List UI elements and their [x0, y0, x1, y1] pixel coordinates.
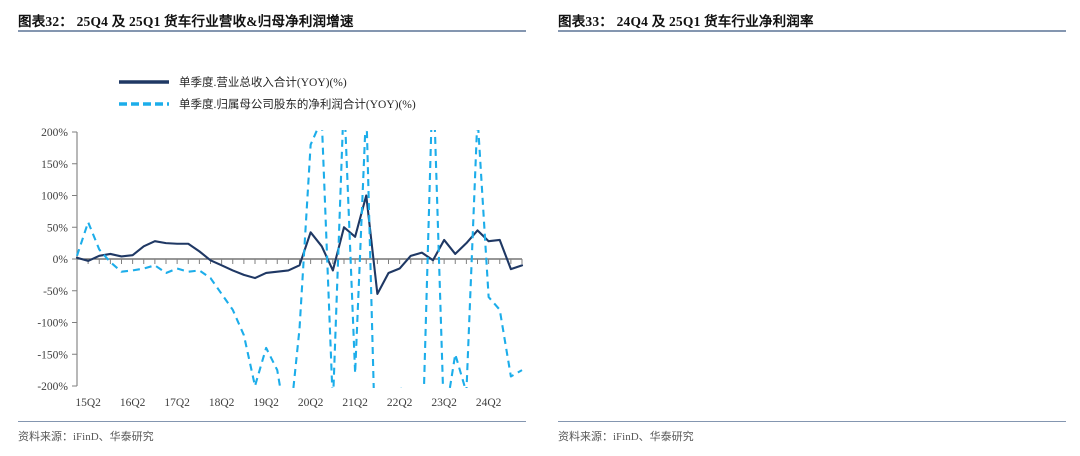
title-divider-right	[558, 30, 1066, 32]
legend-label: 单季度.归属母公司股东的净利润合计(YOY)(%)	[179, 99, 416, 111]
legend-swatch-dashed-icon	[119, 102, 169, 106]
x-tick-label: 17Q2	[164, 397, 190, 409]
y-tick-label: -50%	[43, 286, 68, 298]
legend-label: 单季度.营业总收入合计(YOY)(%)	[179, 77, 347, 89]
y-tick-label: -200%	[37, 381, 68, 393]
x-tick-label: 21Q2	[342, 397, 368, 409]
y-tick-label: 0%	[53, 254, 69, 266]
source-note-left: 资料来源：iFinD、华泰研究	[18, 431, 154, 443]
x-tick-label: 19Q2	[253, 397, 279, 409]
source-divider-right	[558, 421, 1066, 422]
x-tick-label: 16Q2	[120, 397, 146, 409]
title-divider-left	[18, 30, 526, 32]
legend-item: 单季度.营业总收入合计(YOY)(%)	[118, 74, 416, 90]
chart-canvas: 200% 150% 100% 50% 0% -50% -100% -150% -200% 15Q2…	[37, 127, 524, 409]
y-tick-label: 150%	[41, 159, 68, 171]
line-chart-revenue-profit-growth: 200% 150% 100% 50% 0% -50% -100% -150% -200% 15Q2…	[14, 118, 528, 414]
figure-panel-left: 图表32： 25Q4 及 25Q1 货车行业营收&归母净利润增速 单季度.营业总…	[14, 14, 528, 443]
series-line-solid	[75, 194, 524, 295]
x-tick-label: 15Q2	[75, 397, 101, 409]
page-title-right: 图表33： 24Q4 及 25Q1 货车行业净利润率	[558, 14, 814, 29]
legend-item: 单季度.归属母公司股东的净利润合计(YOY)(%)	[118, 96, 416, 112]
x-tick-label: 22Q2	[387, 397, 413, 409]
source-divider-left	[18, 421, 526, 422]
chart-legend-left: 单季度.营业总收入合计(YOY)(%) 单季度.归属母公司股东的净利润合计(YO…	[118, 74, 416, 112]
x-tick-label: 20Q2	[298, 397, 324, 409]
x-tick-label: 24Q2	[476, 397, 502, 409]
page-title-left: 图表32： 25Q4 及 25Q1 货车行业营收&归母净利润增速	[18, 14, 354, 29]
y-tick-label: 100%	[41, 191, 68, 203]
figure-panel-right: 图表33： 24Q4 及 25Q1 货车行业净利润率 单季度.销售净利率(%) …	[540, 0, 1080, 456]
y-tick-label: 50%	[47, 222, 69, 234]
x-tick-label: 18Q2	[209, 397, 235, 409]
y-tick-label: -100%	[37, 318, 68, 330]
legend-swatch-solid-icon	[119, 80, 169, 84]
source-note-right: 资料来源：iFinD、华泰研究	[558, 431, 694, 443]
series-line-dashed	[76, 130, 523, 388]
y-tick-label: 200%	[41, 127, 68, 139]
y-tick-label: -150%	[37, 349, 68, 361]
x-tick-label: 23Q2	[431, 397, 457, 409]
